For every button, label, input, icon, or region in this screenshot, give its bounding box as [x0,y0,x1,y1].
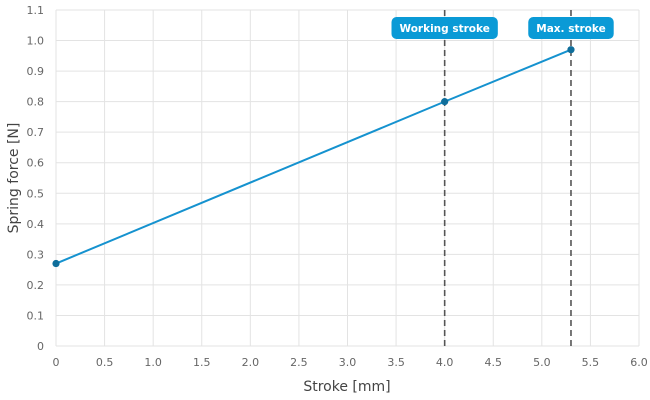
data-point [52,259,60,268]
x-axis-title: Stroke [mm] [303,379,390,395]
x-tick-label: 5.0 [533,356,551,369]
stroke-badge-box [528,17,614,39]
y-tick-label: 0 [37,340,44,353]
x-tick-label: 1.5 [193,356,211,369]
x-tick-label: 6.0 [630,356,648,369]
x-tick-label: 0.5 [96,356,114,369]
y-axis-title: Spring force [N] [6,123,22,234]
stroke-badge-label: Max. stroke [536,23,605,35]
y-tick-label: 0.8 [27,96,45,109]
y-tick-label: 1.0 [27,35,45,48]
y-tick-label: 0.3 [27,248,45,261]
stroke-badge: Working stroke [391,17,498,39]
x-tick-label: 0 [53,356,60,369]
y-tick-label: 0.2 [27,279,45,292]
x-tick-label: 2.0 [242,356,260,369]
stroke-markers [443,10,572,346]
stroke-badge-box [391,17,498,39]
data-point [567,46,575,54]
y-tick-label: 0.9 [27,65,45,78]
x-tick-label: 5.5 [582,356,600,369]
x-tick-label: 3.0 [339,356,357,369]
y-tick-label: 1.1 [27,4,45,17]
y-tick-label: 0.7 [27,126,45,139]
x-tick-label: 1.0 [144,356,162,369]
y-tick-label: 0.6 [27,157,45,170]
x-tick-labels: 0 0.5 1.0 1.5 2.0 2.5 3.0 3.5 4.0 4.5 5.0 5.5 6.0 [53,356,648,369]
x-tick-label: 4.0 [436,356,454,369]
x-tick-label: 2.5 [290,356,308,369]
x-tick-label: 3.5 [387,356,405,369]
y-tick-label: 0.1 [27,309,45,322]
grid [55,9,640,347]
x-tick-label: 4.5 [485,356,503,369]
stroke-badge: Max. stroke [528,17,614,39]
data-point [441,98,449,106]
y-tick-label: 0.4 [27,218,45,231]
stroke-badge-label: Working stroke [400,23,490,35]
y-tick-label: 0.5 [27,187,45,200]
series-group [52,46,575,268]
y-tick-labels: 0 0.1 0.2 0.3 0.4 0.5 0.6 0.7 0.8 0.9 1.0 1.1 [27,4,45,353]
stroke-badges: Working stroke Max. stroke [391,17,614,39]
